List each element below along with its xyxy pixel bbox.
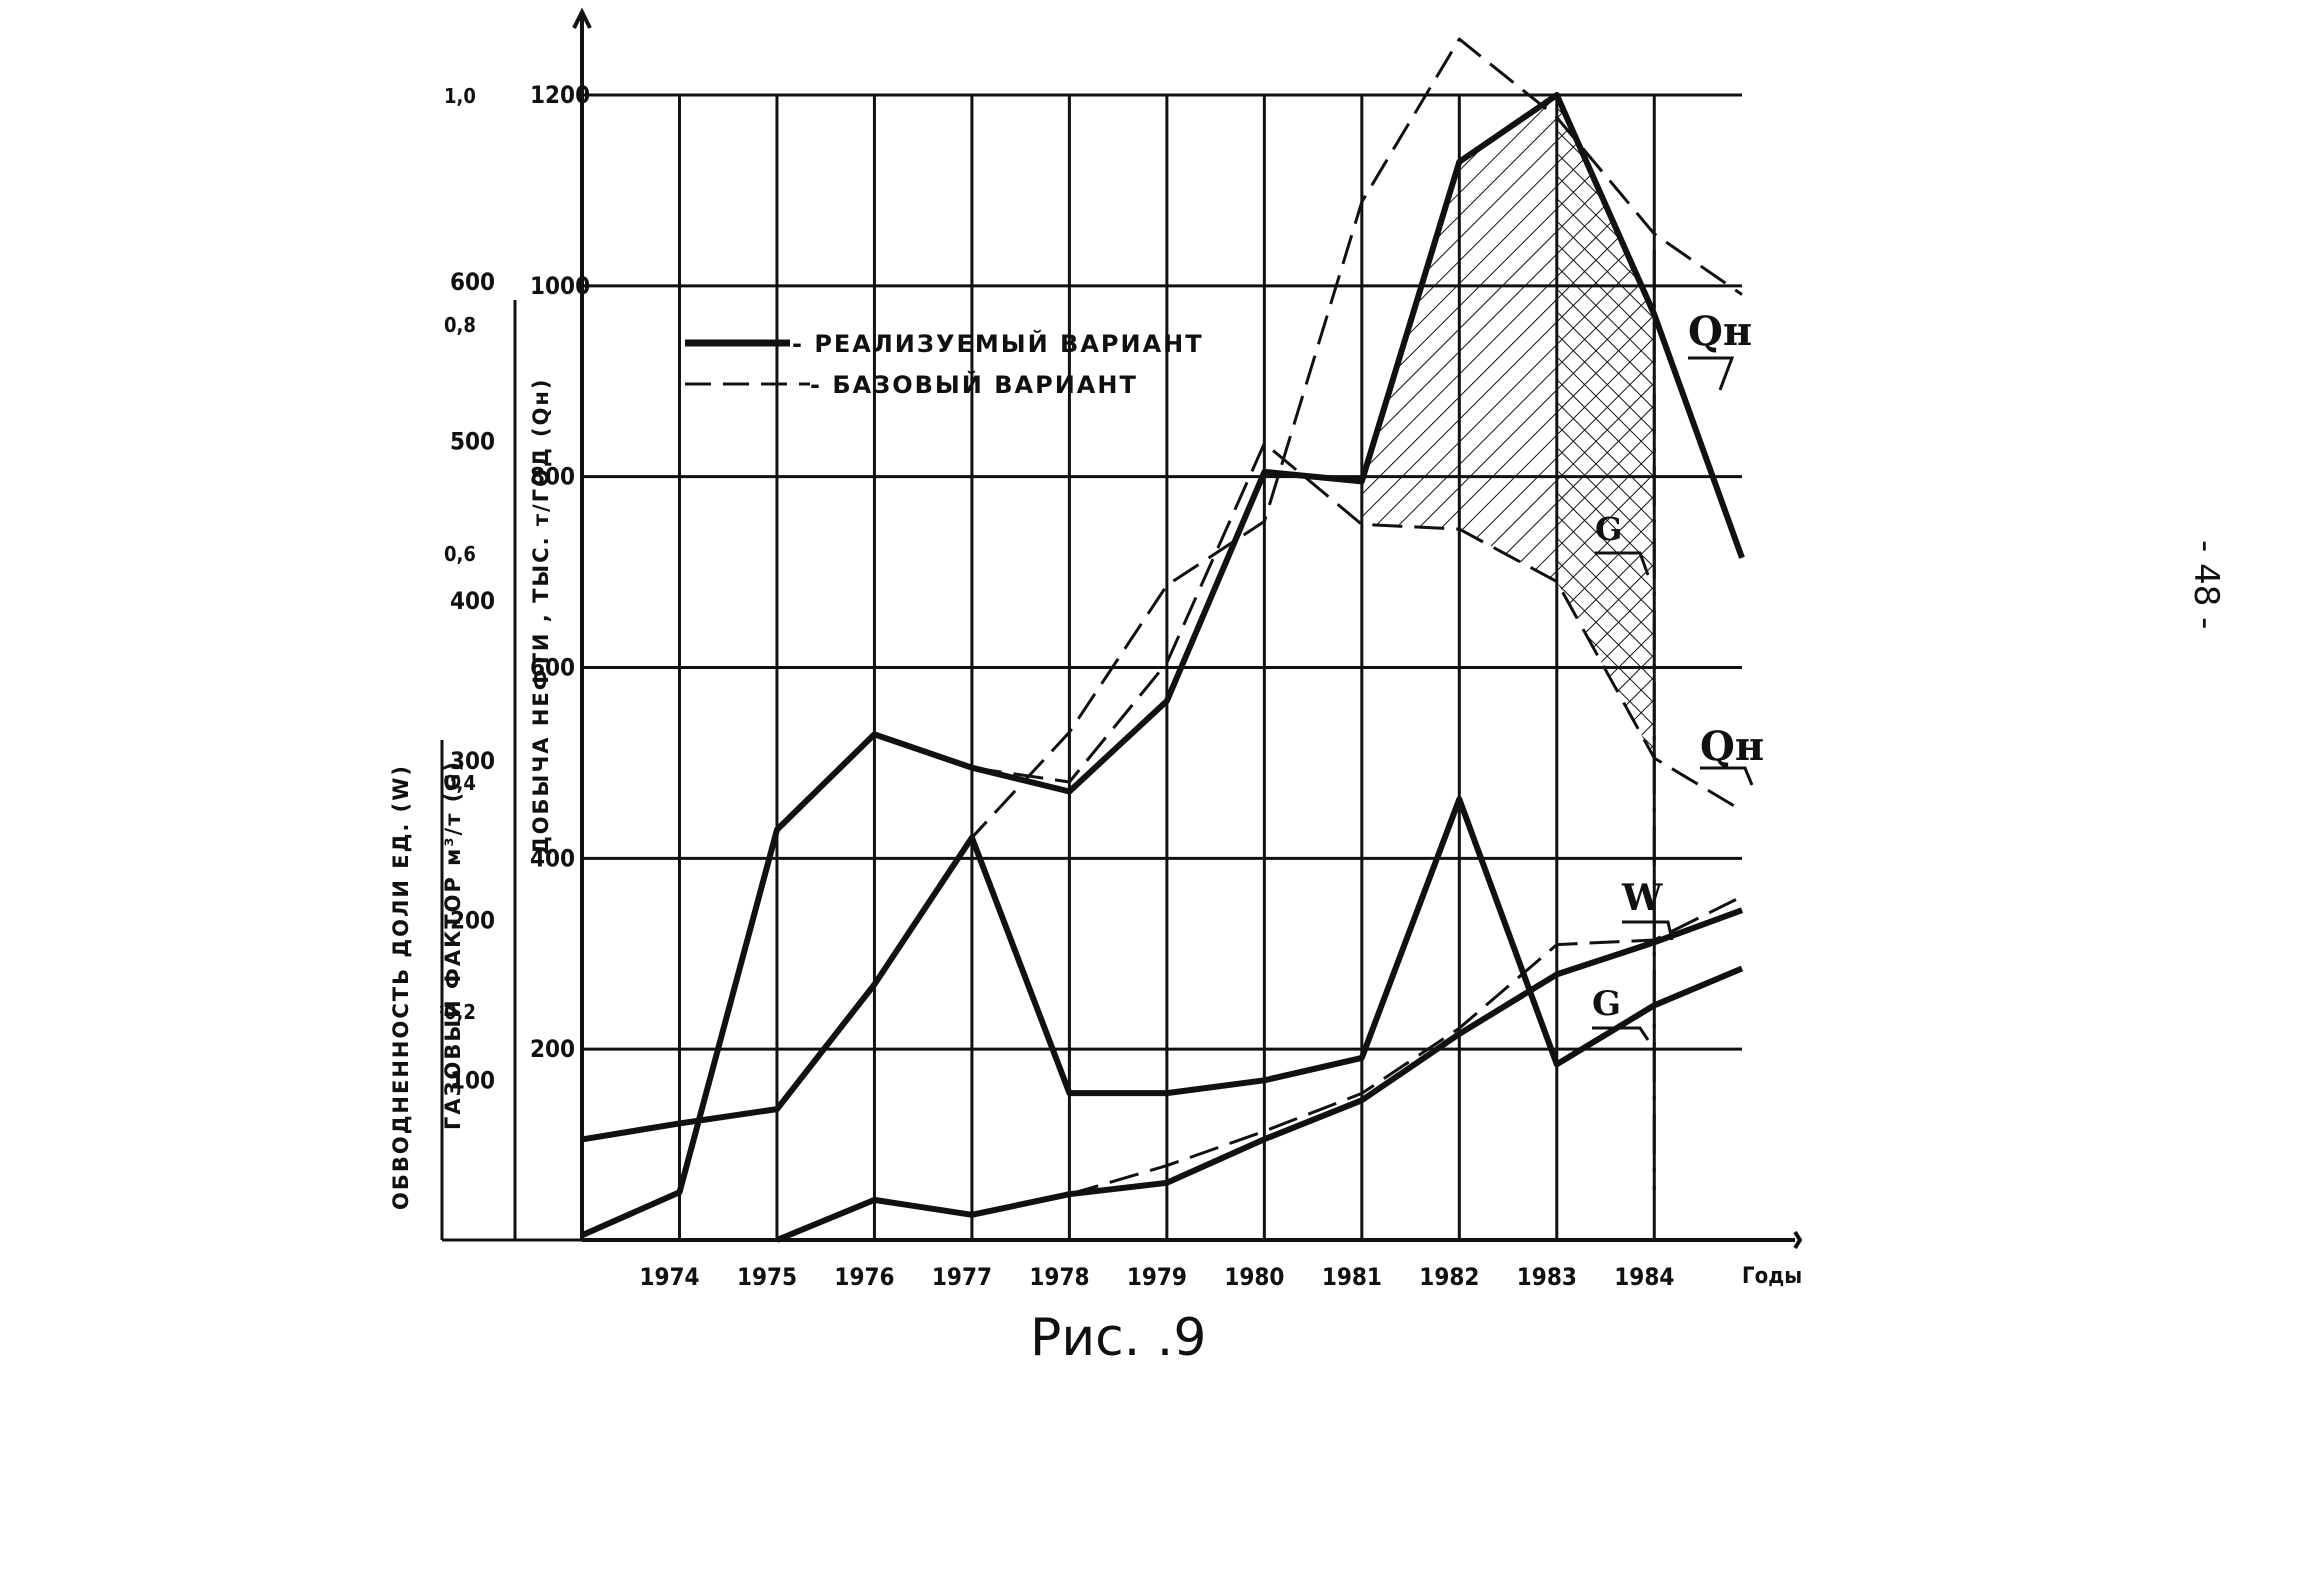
oil-tick-400: 400 bbox=[530, 844, 575, 872]
gas-tick-600: 600 bbox=[450, 268, 495, 296]
x-tick-1974: 1974 bbox=[639, 1263, 699, 1291]
water-tick-0.2: 0,2 bbox=[444, 1000, 476, 1024]
x-tick-1978: 1978 bbox=[1029, 1263, 1089, 1291]
x-tick-1976: 1976 bbox=[834, 1263, 894, 1291]
gas-tick-300: 300 bbox=[450, 747, 495, 775]
curve-labels: Qн Qн G G W bbox=[1592, 308, 1764, 1041]
x-tick-1975: 1975 bbox=[737, 1263, 797, 1291]
gas-tick-100: 100 bbox=[450, 1066, 495, 1094]
crosshatch-qn-area bbox=[1556, 95, 1655, 759]
tick-labels: 1974 1975 1976 1977 1978 1979 1980 1981 1982 1983… bbox=[444, 81, 1674, 1291]
x-axis-label: Годы bbox=[1742, 1264, 1802, 1289]
series-w-dashed-5 bbox=[1068, 895, 1743, 1196]
axes bbox=[440, 7, 1803, 1250]
x-tick-1983: 1983 bbox=[1517, 1263, 1577, 1291]
x-tick-1984: 1984 bbox=[1614, 1263, 1674, 1291]
curve-label-qn-lower: Qн bbox=[1700, 723, 1764, 770]
water-axis-label: ОБВОДНЕННОСТЬ ДОЛИ ЕД. (W) bbox=[389, 764, 413, 1210]
series-qн-dashed-1 bbox=[971, 441, 1743, 812]
legend-label-realized: - РЕАЛИЗУЕМЫЙ ВАРИАНТ bbox=[792, 329, 1204, 358]
x-tick-1981: 1981 bbox=[1322, 1263, 1382, 1291]
oil-axis-label: ДОБЫЧА НЕФТИ , ТЫС. т/ГОД (Qн) bbox=[529, 377, 553, 855]
page-number: - 48 - bbox=[2186, 540, 2226, 629]
series-w-solid-4 bbox=[775, 907, 1744, 1243]
x-tick-1977: 1977 bbox=[932, 1263, 992, 1291]
oil-tick-200: 200 bbox=[530, 1035, 575, 1063]
gas-tick-200: 200 bbox=[450, 907, 495, 935]
x-tick-1982: 1982 bbox=[1419, 1263, 1479, 1291]
legend-label-base: - БАЗОВЫЙ ВАРИАНТ bbox=[810, 370, 1138, 399]
oil-tick-800: 800 bbox=[530, 463, 575, 491]
x-tick-1980: 1980 bbox=[1224, 1263, 1284, 1291]
legend: - РЕАЛИЗУЕМЫЙ ВАРИАНТ - БАЗОВЫЙ ВАРИАНТ bbox=[685, 329, 1204, 399]
oil-tick-600: 600 bbox=[530, 654, 575, 682]
water-tick-0.8: 0,8 bbox=[444, 313, 476, 337]
x-tick-1979: 1979 bbox=[1127, 1263, 1187, 1291]
oil-tick-1000: 1000 bbox=[530, 272, 590, 300]
series-g-dashed-3 bbox=[873, 37, 1743, 986]
curve-label-w: W bbox=[1621, 877, 1663, 919]
hatched-regions bbox=[1361, 95, 1655, 759]
figure-caption: Рис. .9 bbox=[1030, 1308, 1206, 1368]
series-qн-solid-0 bbox=[580, 92, 1745, 1238]
series-g-solid-2 bbox=[581, 796, 1744, 1143]
oil-tick-1200: 1200 bbox=[530, 81, 590, 109]
x-axis-arrow bbox=[1793, 1230, 1803, 1250]
curve-label-g-upper: G bbox=[1595, 510, 1622, 548]
gas-axis-label: ГАЗОВЫЙ ФАКТОР м³/т (G) bbox=[440, 760, 465, 1130]
gas-tick-500: 500 bbox=[450, 428, 495, 456]
water-tick-1: 1,0 bbox=[444, 84, 476, 108]
curve-label-g-lower: G bbox=[1592, 984, 1621, 1024]
curve-label-qn-upper: Qн bbox=[1688, 308, 1752, 355]
water-tick-0.6: 0,6 bbox=[444, 542, 476, 566]
water-tick-0.4: 0,4 bbox=[444, 771, 476, 795]
gas-tick-400: 400 bbox=[450, 587, 495, 615]
oil-axis-arrow bbox=[572, 7, 592, 29]
series-lines bbox=[580, 37, 1745, 1243]
